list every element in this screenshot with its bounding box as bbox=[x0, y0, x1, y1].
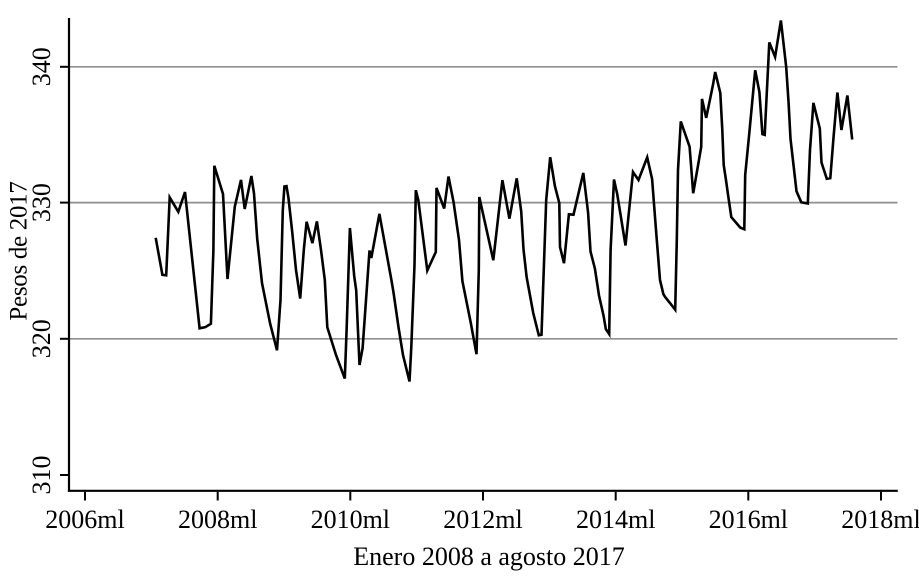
svg-text:310: 310 bbox=[27, 456, 56, 495]
svg-text:2010ml: 2010ml bbox=[311, 505, 390, 534]
svg-text:2016ml: 2016ml bbox=[709, 505, 788, 534]
svg-text:320: 320 bbox=[27, 319, 56, 358]
svg-text:Pesos de 2017: Pesos de 2017 bbox=[6, 181, 33, 320]
svg-text:2008ml: 2008ml bbox=[178, 505, 257, 534]
svg-text:2018ml: 2018ml bbox=[841, 505, 919, 534]
svg-text:Enero 2008 a agosto 2017: Enero 2008 a agosto 2017 bbox=[353, 542, 625, 571]
svg-text:2006ml: 2006ml bbox=[45, 505, 124, 534]
svg-text:2012ml: 2012ml bbox=[443, 505, 522, 534]
svg-text:2014ml: 2014ml bbox=[576, 505, 655, 534]
svg-text:330: 330 bbox=[27, 183, 56, 222]
svg-text:340: 340 bbox=[27, 47, 56, 86]
